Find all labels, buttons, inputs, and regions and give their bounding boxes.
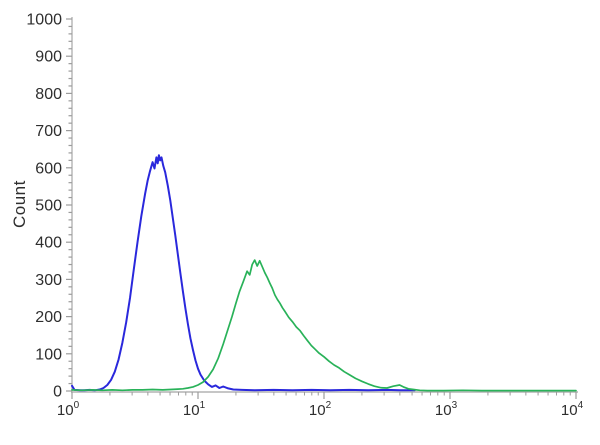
y-tick-label: 100 bbox=[35, 346, 62, 363]
y-tick-label: 0 bbox=[53, 384, 62, 401]
x-tick-label: 103 bbox=[435, 400, 458, 419]
y-tick-label: 1000 bbox=[26, 12, 62, 29]
series-path-green bbox=[71, 259, 577, 392]
y-tick-label: 900 bbox=[35, 49, 62, 66]
y-tick-label: 600 bbox=[35, 160, 62, 177]
x-tick-label: 102 bbox=[309, 400, 332, 419]
y-tick-label: 300 bbox=[35, 272, 62, 289]
x-tick-label: 100 bbox=[57, 400, 80, 419]
x-tick-label: 104 bbox=[561, 400, 584, 419]
y-tick-label: 400 bbox=[35, 235, 62, 252]
series-path-blue bbox=[71, 154, 416, 392]
y-tick-label: 800 bbox=[35, 86, 62, 103]
y-tick-label: 500 bbox=[35, 198, 62, 215]
y-tick-label: 200 bbox=[35, 309, 62, 326]
x-tick-label: 101 bbox=[183, 400, 206, 419]
y-tick-label: 700 bbox=[35, 123, 62, 140]
